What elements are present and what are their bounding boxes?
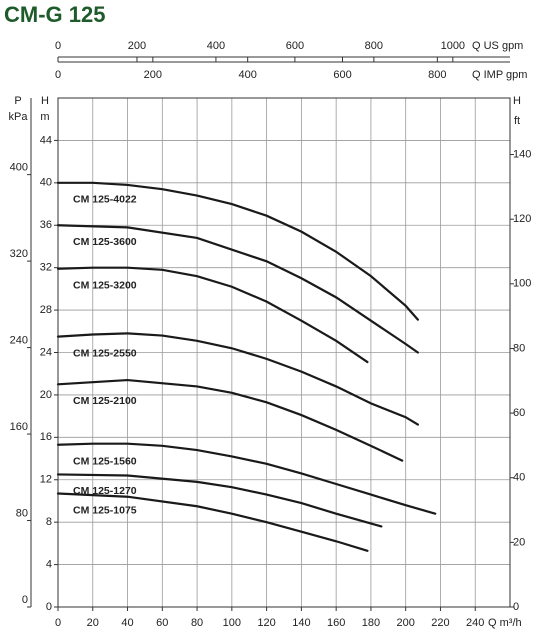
y-tick-label: 0 (46, 601, 52, 613)
y-tick-label: 24 (40, 346, 52, 358)
curve-label: CM 125-4022 (73, 194, 137, 206)
y-tick-label: 12 (40, 474, 52, 486)
y-tick-label: 8 (46, 516, 52, 528)
gpm-tick-label: 400 (238, 69, 256, 81)
x-tick-label: 40 (121, 617, 133, 629)
imp-gpm-axis-label: Q IMP gpm (472, 69, 527, 81)
x-tick-label: 180 (362, 617, 380, 629)
gpm-tick-label: 200 (144, 69, 162, 81)
p-tick-label: 240 (10, 334, 28, 346)
gpm-tick-label: 0 (55, 40, 61, 52)
pump-curve (56, 492, 369, 552)
gpm-tick-label: 800 (428, 69, 446, 81)
y-tick-label: 28 (40, 304, 52, 316)
ft-tick-label: 40 (513, 472, 525, 484)
y-tick-label: 20 (40, 389, 52, 401)
p-tick-label: 80 (16, 507, 28, 519)
y-tick-label: 40 (40, 177, 52, 189)
ft-axis-symbol: H (513, 95, 521, 107)
pump-curve (56, 266, 369, 364)
ft-tick-label: 60 (513, 407, 525, 419)
x-tick-label: 60 (156, 617, 168, 629)
chart-title: CM-G 125 (4, 2, 105, 27)
gpm-tick-label: 800 (365, 40, 383, 52)
pump-curve (56, 378, 404, 462)
y-tick-label: 36 (40, 219, 52, 231)
y-axis-unit: m (40, 111, 49, 123)
pump-curve (56, 181, 419, 321)
pump-curve (56, 442, 437, 515)
curve-label: CM 125-3200 (73, 280, 137, 292)
x-tick-label: 160 (327, 617, 345, 629)
x-tick-label: 80 (191, 617, 203, 629)
p-tick-label: 400 (10, 162, 28, 174)
x-tick-label: 120 (257, 617, 275, 629)
p-tick-label: 320 (10, 248, 28, 260)
x-tick-label: 220 (431, 617, 449, 629)
y-tick-label: 44 (40, 134, 52, 146)
gpm-tick-label: 200 (128, 40, 146, 52)
curve-label: CM 125-2100 (73, 395, 137, 407)
pump-curve (56, 332, 419, 426)
x-tick-label: 20 (87, 617, 99, 629)
x-axis-label: Q m³/h (488, 617, 522, 629)
pump-curve (56, 473, 383, 528)
ft-tick-label: 120 (513, 213, 531, 225)
gpm-tick-label: 400 (207, 40, 225, 52)
ft-tick-label: 20 (513, 536, 525, 548)
x-tick-label: 0 (55, 617, 61, 629)
ft-axis-unit: ft (514, 115, 520, 127)
curve-label: CM 125-3600 (73, 236, 137, 248)
plot-frame (57, 97, 511, 608)
p-tick-label: 160 (10, 421, 28, 433)
ft-tick-label: 80 (513, 342, 525, 354)
gpm-tick-label: 0 (55, 69, 61, 81)
p-tick-label: 0 (22, 594, 28, 606)
x-tick-label: 140 (292, 617, 310, 629)
p-axis-unit: kPa (9, 111, 29, 123)
pump-curve (56, 224, 419, 354)
ft-tick-label: 0 (513, 601, 519, 613)
x-tick-label: 200 (397, 617, 415, 629)
gpm-tick-label: 600 (286, 40, 304, 52)
ft-tick-label: 100 (513, 278, 531, 290)
ft-tick-label: 140 (513, 148, 531, 160)
x-tick-label: 100 (223, 617, 241, 629)
p-axis-symbol: P (14, 95, 21, 107)
us-gpm-axis-label: Q US gpm (472, 40, 523, 52)
y-tick-label: 32 (40, 262, 52, 274)
gpm-tick-label: 600 (333, 69, 351, 81)
gpm-tick-label: 1000 (441, 40, 465, 52)
curve-label: CM 125-2550 (73, 347, 137, 359)
y-tick-label: 16 (40, 431, 52, 443)
y-tick-label: 4 (46, 558, 52, 570)
curve-label: CM 125-1560 (73, 456, 137, 468)
x-tick-label: 240 (466, 617, 484, 629)
y-axis-symbol: H (41, 95, 49, 107)
curve-label: CM 125-1075 (73, 504, 137, 516)
